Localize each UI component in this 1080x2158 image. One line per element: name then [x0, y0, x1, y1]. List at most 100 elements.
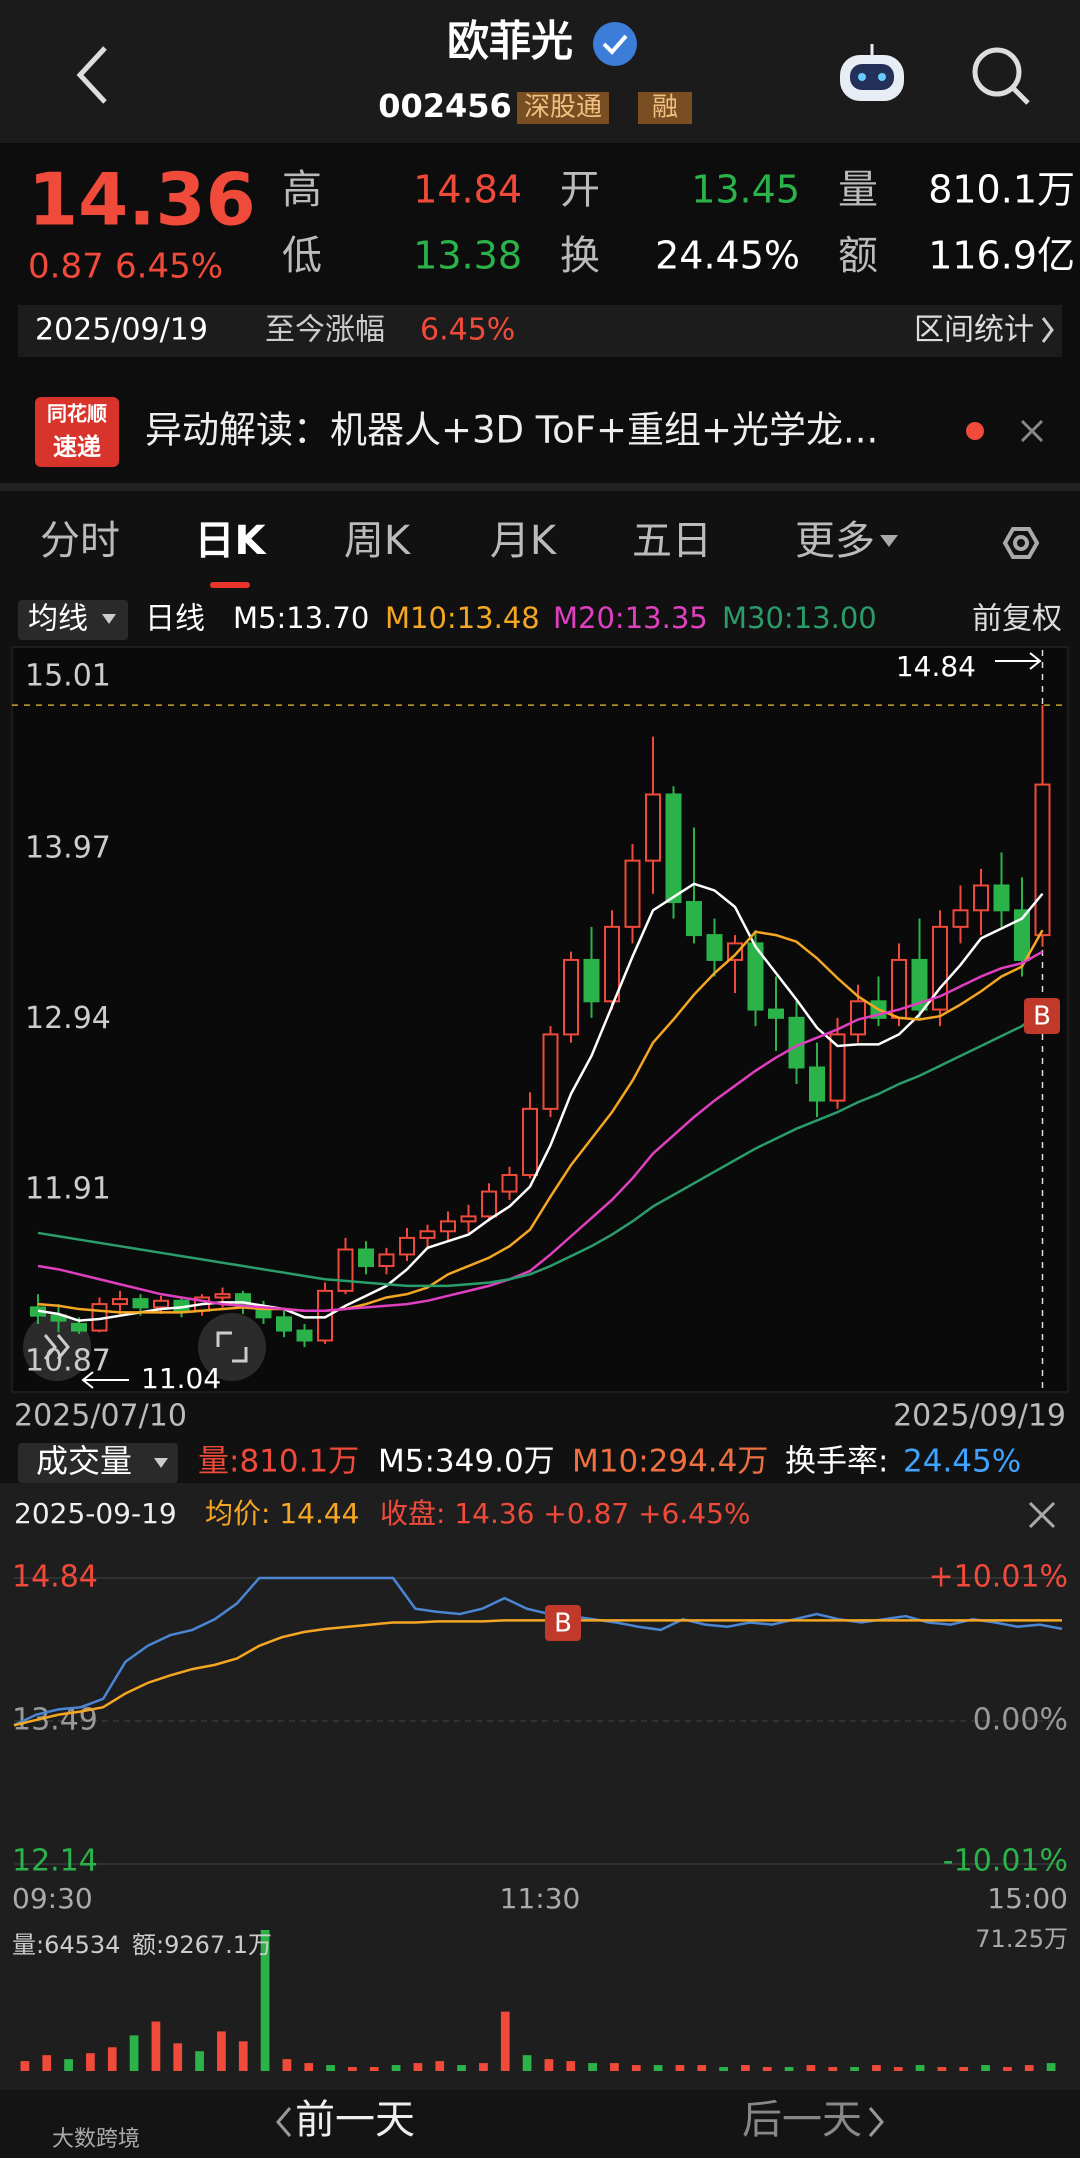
candle-body: [419, 1230, 436, 1239]
candle-body: [665, 793, 682, 904]
back-button[interactable]: [76, 46, 107, 104]
volume-bar: [282, 2059, 292, 2071]
volume-bar: [784, 2067, 794, 2071]
volume-m5: M5:349.0万: [378, 1444, 555, 1480]
candle-body: [932, 925, 948, 1011]
volume-bar: [828, 2067, 838, 2071]
low-label: 11.04: [141, 1362, 221, 1395]
candle-body: [583, 958, 600, 1003]
y-tick-label: 13.97: [25, 831, 111, 866]
quote-date: 2025/09/19: [35, 313, 208, 348]
volume-bar: [915, 2065, 925, 2071]
tab: 周K: [344, 518, 412, 564]
footer-bg: [0, 2090, 1080, 2158]
candle-body: [706, 934, 723, 961]
volume-bar: [129, 2035, 139, 2071]
volume-bar: [653, 2065, 663, 2071]
next-arrow[interactable]: [868, 2107, 884, 2137]
ma-selector: 均线: [28, 602, 88, 637]
volume-bar: [42, 2055, 52, 2071]
intraday-bg: [0, 1483, 1080, 2090]
candle-body: [768, 1008, 784, 1019]
tab-underline: [210, 582, 250, 588]
since-label: 至今涨幅: [265, 313, 385, 348]
date-row-bg: [18, 305, 1062, 357]
high-arrow: [995, 652, 1042, 670]
kline-plot: [11, 646, 1069, 1393]
tab: 更多: [795, 518, 875, 564]
pct-label: 0.00%: [973, 1703, 1068, 1738]
ma-label: M20:13.35: [553, 601, 708, 635]
volume-bar: [260, 1930, 270, 2071]
candle-body: [747, 942, 764, 1011]
field-label: 高: [282, 167, 322, 213]
volume-selector-bg[interactable]: [18, 1443, 178, 1483]
field-value: 14.84: [413, 168, 522, 212]
volume-bar: [893, 2067, 903, 2071]
pct-label: -10.01%: [943, 1844, 1068, 1879]
candle-body: [624, 859, 641, 928]
intraday-close: 收盘: 14.36 +0.87 +6.45%: [380, 1497, 751, 1530]
candle-body: [132, 1298, 149, 1309]
intraday-close[interactable]: [1028, 1501, 1056, 1529]
candle-body: [1014, 909, 1030, 961]
adjust: 前复权: [972, 602, 1062, 637]
y-tick-label: 12.14: [12, 1844, 98, 1879]
news-text: 异动解读：机器人+3D ToF+重组+光学龙...: [145, 409, 878, 452]
price-line: [13, 1576, 1063, 1727]
candle-body: [337, 1248, 354, 1292]
volume-bar: [850, 2067, 859, 2071]
candle-body: [71, 1322, 87, 1332]
volume-bar: [457, 2065, 466, 2071]
prev-arrow[interactable]: [276, 2107, 292, 2137]
robot-icon[interactable]: [840, 44, 904, 101]
volume-bar: [719, 2067, 728, 2071]
range-arrow[interactable]: [1041, 317, 1054, 343]
candle-body: [686, 901, 702, 937]
candle-body: [542, 1033, 559, 1110]
dropdown-arrow: [102, 614, 116, 624]
amount-label: 额:9267.1万: [132, 1931, 272, 1959]
ma-line: [37, 950, 1044, 1312]
volume-value: 量:810.1万: [198, 1444, 359, 1480]
volume-bar: [435, 2061, 445, 2071]
volume-bar: [566, 2061, 576, 2071]
candle-body: [481, 1190, 497, 1218]
change-pct: 6.45%: [115, 247, 223, 287]
candle-body: [440, 1220, 456, 1233]
volume-bar: [522, 2055, 532, 2071]
ma-selector-bg[interactable]: [18, 600, 128, 640]
time-label: 11:30: [500, 1882, 581, 1915]
b-marker-bg: [545, 1605, 581, 1641]
tag-bg: [517, 92, 609, 124]
ma-line: [37, 929, 1044, 1314]
volume-bar: [872, 2065, 881, 2071]
settings-icon[interactable]: [1002, 527, 1040, 559]
y-tick-label: 14.84: [12, 1560, 98, 1595]
candle-body: [911, 958, 928, 1011]
intraday-date: 2025-09-19: [14, 1497, 177, 1530]
stock-code: 002456: [378, 87, 512, 125]
tag: 融: [652, 93, 678, 123]
volume-bar: [304, 2063, 314, 2071]
news-close[interactable]: [1020, 419, 1044, 443]
candle-body: [645, 793, 661, 862]
candle-body: [809, 1066, 825, 1102]
b-marker: B: [1033, 1002, 1051, 1032]
volume-bar: [675, 2065, 685, 2071]
volume-bar: [1046, 2063, 1056, 2071]
tab: 日K: [195, 518, 268, 564]
candle-body: [317, 1289, 333, 1342]
volume-bar: [741, 2065, 750, 2071]
volume-bar: [610, 2063, 619, 2071]
verified-icon: [593, 22, 637, 66]
time-label: 09:30: [12, 1882, 93, 1915]
ma-line: [37, 1008, 1044, 1288]
field-label: 换: [560, 233, 600, 279]
candle-body: [296, 1329, 313, 1342]
volume-bar: [151, 2021, 161, 2071]
search-icon[interactable]: [972, 47, 1030, 105]
volume-bar: [217, 2031, 226, 2071]
news-dot: [966, 422, 984, 440]
field-label: 低: [282, 233, 322, 279]
